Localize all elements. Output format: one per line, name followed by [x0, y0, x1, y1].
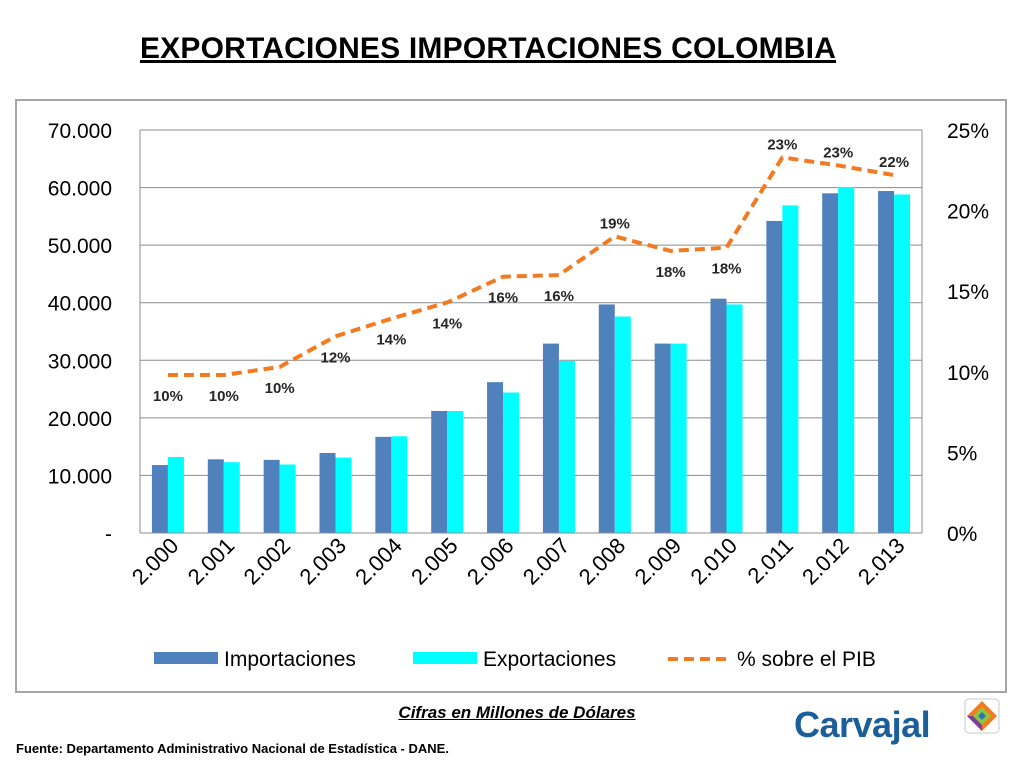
bar-importaciones — [878, 191, 895, 534]
x-tick-label: 2.002 — [239, 533, 296, 590]
bar-importaciones — [151, 465, 168, 533]
x-tick-label: 2.006 — [462, 533, 519, 590]
pib-data-label: 14% — [376, 332, 406, 349]
bar-importaciones — [654, 343, 671, 533]
bar-importaciones — [431, 410, 448, 533]
y-right-tick-label: 20% — [947, 201, 989, 224]
units-note: Cifras en Millones de Dólares — [398, 703, 636, 722]
pib-data-label: 19% — [600, 215, 630, 232]
y-left-tick-label: 50.000 — [48, 235, 112, 258]
x-tick-label: 2.000 — [127, 533, 184, 590]
bar-exportaciones — [894, 194, 911, 533]
bar-exportaciones — [167, 457, 184, 533]
y-left-tick-label: 60.000 — [48, 178, 112, 201]
bar-importaciones — [766, 220, 783, 533]
pib-data-label: 23% — [767, 136, 797, 153]
x-tick-label: 2.009 — [630, 533, 687, 590]
grid-lines — [140, 129, 922, 476]
y-left-tick-label: 40.000 — [48, 293, 112, 316]
pib-data-label: 10% — [265, 380, 295, 397]
x-tick-label: 2.001 — [183, 533, 240, 590]
chart-frame: 10% 10% 10% 12% 14% 14% 16% 16% 19% 18% 18% 23% 23% 2… — [15, 99, 1007, 693]
bar-exportaciones — [391, 436, 408, 533]
bar-exportaciones — [782, 205, 799, 533]
y-left-tick-label: 20.000 — [48, 408, 112, 431]
carvajal-logo: Carvajal — [794, 698, 1009, 748]
x-tick-label: 2.012 — [797, 533, 854, 590]
combo-chart: 10% 10% 10% 12% 14% 14% 16% 16% 19% 18% 18% 23% 23% 2… — [48, 120, 989, 671]
x-tick-label: 2.003 — [294, 533, 351, 590]
page-title: EXPORTACIONES IMPORTACIONES COLOMBIA — [139, 32, 837, 65]
pib-data-label: 18% — [656, 264, 686, 281]
bar-importaciones — [319, 452, 336, 533]
logo-wordmark: Carvajal — [794, 704, 931, 745]
bar-importaciones — [207, 459, 224, 533]
y-left-tick-label: 30.000 — [48, 350, 112, 373]
y-right-tick-label: 15% — [947, 281, 989, 304]
bar-exportaciones — [279, 464, 296, 533]
legend-label-pib: % sobre el PIB — [737, 648, 876, 671]
y-right-tick-label: 0% — [947, 523, 977, 546]
pib-data-label: 14% — [432, 315, 462, 332]
bar-exportaciones — [838, 186, 855, 533]
bar-importaciones — [542, 343, 559, 533]
bar-exportaciones — [558, 360, 575, 533]
y-right-tick-label: 5% — [947, 442, 977, 465]
legend-label-importaciones: Importaciones — [224, 648, 356, 671]
pib-data-label: 12% — [320, 349, 350, 366]
x-tick-label: 2.005 — [406, 533, 463, 590]
bar-exportaciones — [614, 316, 631, 533]
y-left-tick-label: 10.000 — [48, 465, 112, 488]
pib-data-label: 10% — [153, 388, 183, 405]
bar-exportaciones — [447, 410, 464, 533]
bar-importaciones — [375, 436, 392, 533]
bar-importaciones — [710, 298, 727, 533]
y-left-tick-label: 70.000 — [48, 120, 112, 143]
y-right-tick-label: 25% — [947, 120, 989, 143]
y-left-tick-label: - — [105, 523, 112, 546]
pib-data-label: 18% — [711, 261, 741, 278]
bar-exportaciones — [726, 304, 743, 533]
x-tick-label: 2.013 — [853, 533, 910, 590]
pib-data-label: 16% — [544, 288, 574, 305]
legend: Importaciones Exportaciones % sobre el PIB — [154, 648, 876, 671]
pib-line — [167, 155, 895, 378]
bar-exportaciones — [503, 392, 520, 533]
bar-exportaciones — [223, 462, 240, 533]
pib-data-label: 10% — [209, 388, 239, 405]
bar-importaciones — [822, 193, 839, 533]
x-tick-label: 2.004 — [350, 533, 407, 590]
bar-exportaciones — [670, 343, 687, 533]
bar-importaciones — [598, 304, 615, 533]
x-tick-label: 2.007 — [518, 533, 575, 590]
x-tick-label: 2.008 — [574, 533, 631, 590]
logo-mark-icon — [964, 698, 1000, 734]
bar-exportaciones — [335, 457, 352, 533]
legend-label-exportaciones: Exportaciones — [483, 648, 616, 671]
legend-swatch-importaciones — [154, 652, 218, 664]
pib-data-label: 16% — [488, 290, 518, 307]
pib-data-label: 23% — [823, 144, 853, 161]
x-tick-label: 2.011 — [742, 533, 797, 588]
data-labels: 10% 10% 10% 12% 14% 14% 16% 16% 19% 18% 18% 23% 23% 2… — [153, 136, 909, 405]
pib-data-label: 22% — [879, 154, 909, 171]
bar-importaciones — [263, 459, 280, 533]
legend-swatch-exportaciones — [413, 652, 477, 664]
source-footnote: Fuente: Departamento Administrativo Naci… — [16, 741, 449, 756]
pib-line-path — [167, 155, 895, 378]
bar-importaciones — [487, 382, 504, 533]
bars — [151, 186, 911, 534]
y-right-tick-label: 10% — [947, 362, 989, 385]
x-tick-label: 2.010 — [685, 533, 742, 590]
